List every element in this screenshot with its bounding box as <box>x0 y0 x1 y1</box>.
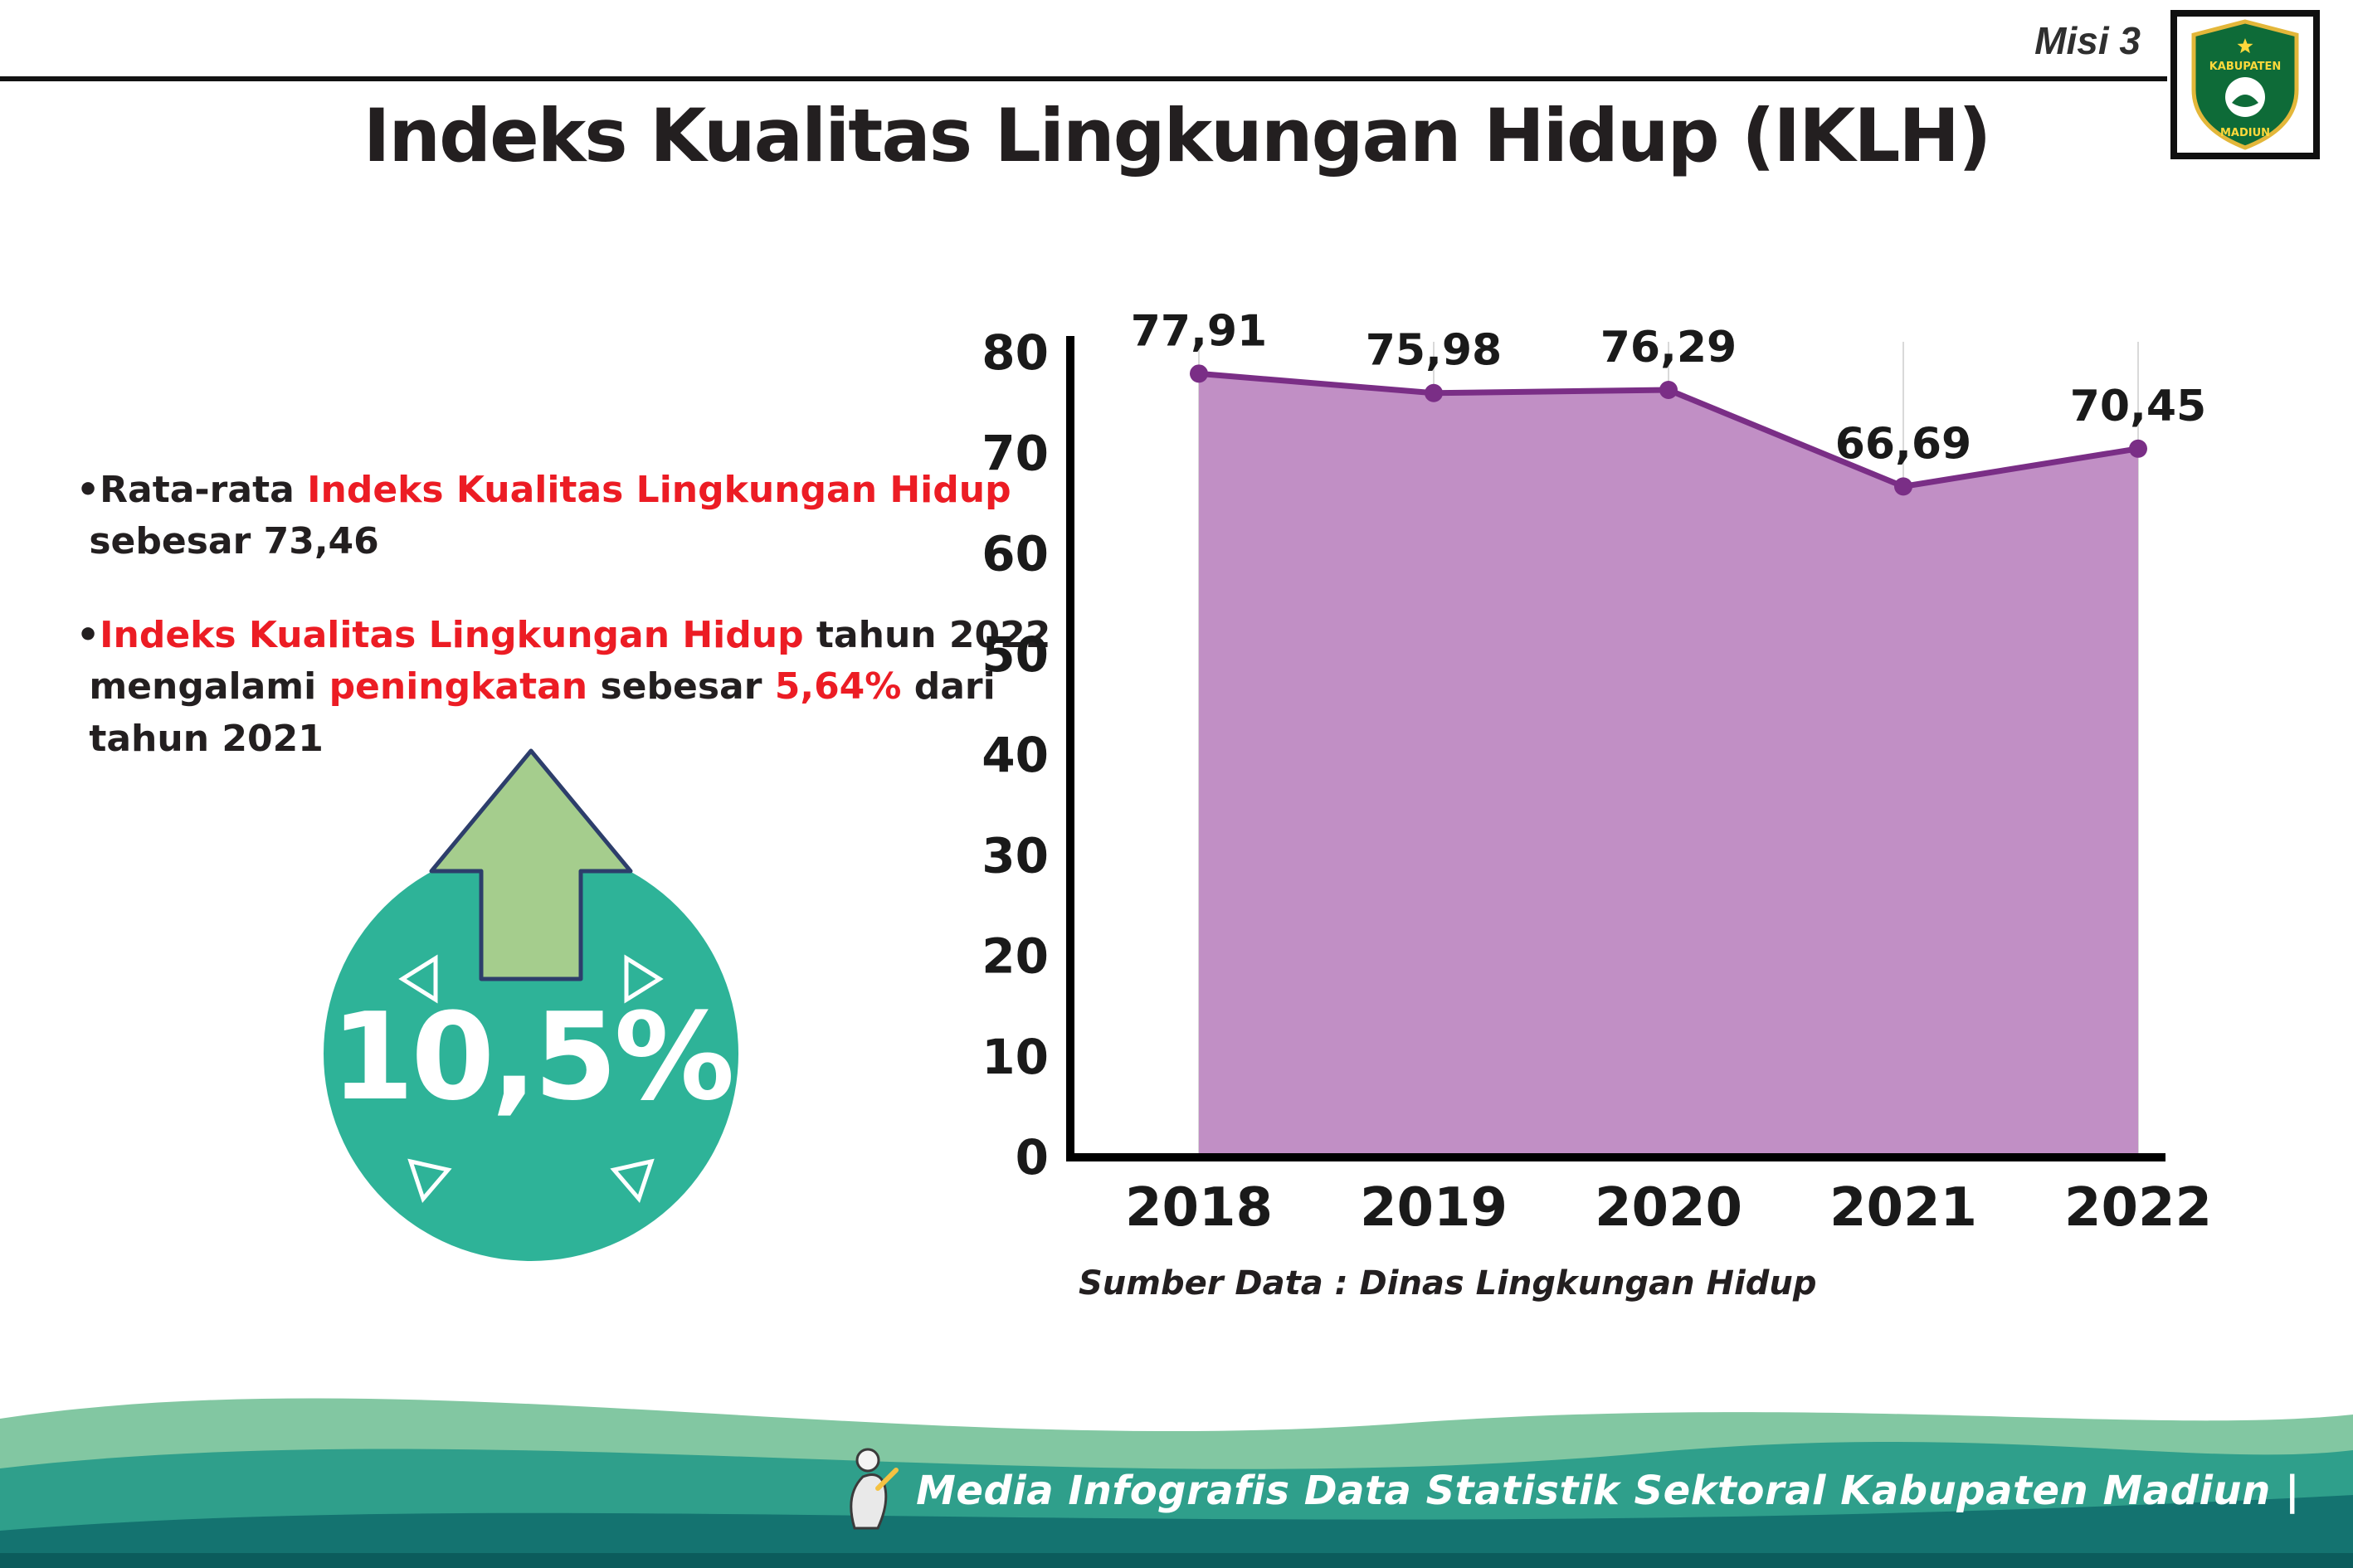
chart-area: 77,91 75,98 76,29 66,69 70,45 0 10 20 30 40 50 60 70… <box>979 290 2212 1253</box>
data-point <box>1425 383 1443 402</box>
increase-value: 10,5% <box>330 987 734 1127</box>
bullet-segment: dari tahun 2021 <box>89 665 996 760</box>
value-label: 70,45 <box>2070 382 2206 431</box>
value-label: 76,29 <box>1600 323 1737 373</box>
page-title: Indeks Kualitas Lingkungan Hidup (IKLH) <box>363 93 1992 178</box>
y-tick-label: 80 <box>982 324 1049 381</box>
crest-leaf-icon <box>2232 95 2258 107</box>
bullet-item: •Indeks Kualitas Lingkungan Hidup tahun … <box>76 610 1155 765</box>
crest-icon: KABUPATEN MADIUN <box>2191 19 2299 150</box>
x-tick-label: 2021 <box>1829 1177 1977 1239</box>
x-tick-label: 2020 <box>1595 1177 1742 1239</box>
bullet-segment: sebesar <box>587 665 775 709</box>
footer: Media Infografis Data Statistik Sektoral… <box>0 1344 2353 1568</box>
bullet-segment: • <box>76 613 100 656</box>
value-label: 75,98 <box>1366 326 1502 376</box>
crest-text-bottom: MADIUN <box>2220 127 2270 139</box>
data-point <box>1659 380 1678 399</box>
y-tick-label: 30 <box>982 827 1049 884</box>
bullet-segment: •Rata-rata <box>76 469 308 511</box>
wave-dark <box>0 1495 2353 1568</box>
x-tick-label: 2018 <box>1125 1177 1273 1239</box>
area-fill <box>1199 373 2138 1157</box>
data-point <box>1190 364 1208 383</box>
x-tick-label: 2019 <box>1360 1177 1508 1239</box>
header-rule <box>0 76 2167 81</box>
footer-waves <box>0 1398 2353 1568</box>
bullet-segment: peningkatan <box>329 665 588 709</box>
mascot-icon <box>850 1448 899 1530</box>
bullet-segment: Indeks Kualitas Lingkungan Hidup <box>100 613 804 656</box>
bullet-segment: sebesar 73,46 <box>89 520 379 563</box>
kabupaten-madiun-logo: KABUPATEN MADIUN <box>2170 10 2320 159</box>
data-point <box>2129 439 2147 458</box>
y-tick-label: 40 <box>982 727 1049 783</box>
bullet-item: •Rata-rata Indeks Kualitas Lingkungan Hi… <box>76 465 1155 568</box>
x-tick-label: 2022 <box>2064 1177 2212 1239</box>
bullet-segment: 5,64% <box>774 665 902 709</box>
increase-badge: 10,5% <box>311 738 751 1286</box>
footer-content: Media Infografis Data Statistik Sektoral… <box>830 1445 2300 1536</box>
up-arrow-icon <box>429 748 633 981</box>
bullet-segment: tahun 2022 mengalami <box>89 613 1051 709</box>
crest-text-top: KABUPATEN <box>2209 61 2282 73</box>
triangle-icon <box>407 1158 452 1203</box>
iklh-chart: 77,91 75,98 76,29 66,69 70,45 0 10 20 30 40 50 60 70… <box>982 306 2212 1239</box>
y-tick-label: 70 <box>982 425 1049 481</box>
crest-star-icon <box>2237 38 2253 54</box>
footer-caption: Media Infografis Data Statistik Sektoral… <box>916 1468 2300 1514</box>
triangle-icon <box>398 954 438 1004</box>
chart-source: Sumber Data : Dinas Lingkungan Hidup <box>1079 1264 1817 1303</box>
badge-circle <box>324 846 738 1261</box>
triangle-icon <box>624 954 664 1004</box>
summary-bullets: •Rata-rata Indeks Kualitas Lingkungan Hi… <box>76 465 1155 806</box>
value-label: 66,69 <box>1835 419 1971 469</box>
y-tick-label: 60 <box>982 526 1049 582</box>
y-tick-label: 0 <box>1016 1129 1049 1186</box>
y-tick-label: 10 <box>982 1029 1049 1085</box>
y-tick-label: 50 <box>982 626 1049 683</box>
value-label: 77,91 <box>1131 306 1267 356</box>
misi-label: Misi 3 <box>2034 19 2141 62</box>
y-tick-label: 20 <box>982 928 1049 985</box>
bullet-segment: Indeks Kualitas Lingkungan Hidup <box>307 469 1011 511</box>
wave-strip <box>0 1553 2353 1568</box>
data-point <box>1894 477 1912 496</box>
triangle-icon <box>610 1158 655 1203</box>
